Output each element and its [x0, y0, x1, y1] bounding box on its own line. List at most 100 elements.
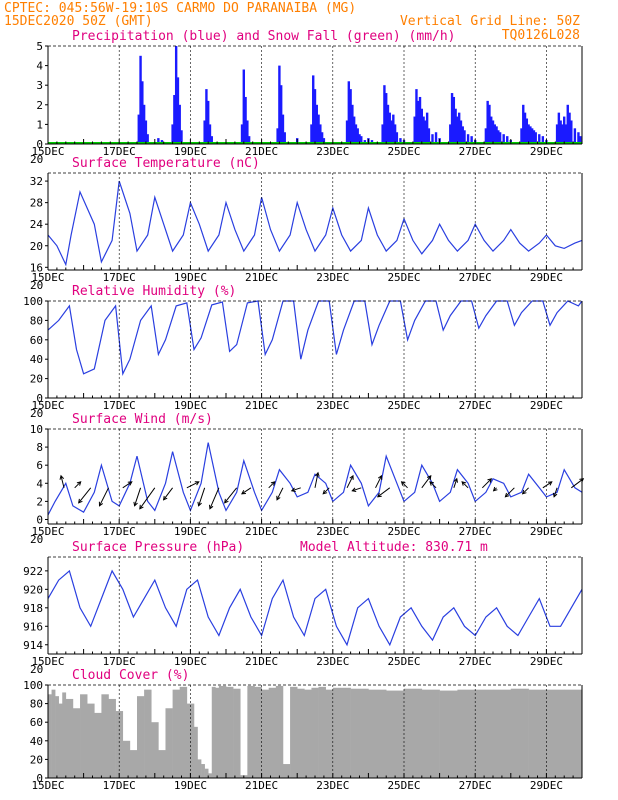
cloud-cover-bar	[546, 689, 565, 778]
wind-vector-head	[133, 501, 138, 507]
cloud-cover-bar	[72, 708, 81, 778]
cloud-cover-bar	[226, 686, 234, 778]
x-tick-year-fragment: 20	[30, 407, 43, 420]
y-tick-label: 24	[30, 218, 44, 231]
precip-bar	[466, 134, 470, 144]
precip-bar	[283, 132, 286, 144]
precip-bar	[247, 136, 251, 144]
x-tick-label: 29DEC	[530, 399, 563, 412]
precip-bar	[205, 89, 208, 144]
precip-bar	[522, 104, 525, 144]
precip-bar	[530, 128, 534, 144]
precip-bar	[393, 124, 397, 144]
precip-bar	[463, 130, 466, 144]
precip-bar	[320, 132, 324, 144]
humidity-title: Relative Humidity (%)	[72, 284, 236, 299]
y-tick-label: 918	[23, 602, 43, 615]
precip-bar	[417, 100, 420, 144]
wind-vector-head	[552, 492, 558, 498]
precip-bar	[144, 120, 148, 144]
cloud-cover-bar	[233, 688, 241, 778]
x-tick-label: 25DEC	[387, 145, 420, 158]
y-tick-label: 0	[36, 138, 43, 151]
precip-bar	[399, 138, 402, 144]
cloud-cover-bar	[204, 768, 209, 778]
wind-vector-head	[349, 474, 354, 480]
x-tick-label: 17DEC	[103, 399, 136, 412]
wind-vector-head	[127, 481, 133, 486]
wind-vector-head	[270, 481, 276, 486]
x-tick-label: 21DEC	[245, 145, 278, 158]
precip-bar	[208, 124, 212, 144]
x-tick-label: 25DEC	[387, 779, 420, 792]
wind-vector	[198, 487, 206, 506]
wind-vector	[542, 481, 553, 489]
cloud-cover-bar	[350, 688, 369, 778]
wind-vector	[122, 481, 133, 489]
cloud-cover-bar	[172, 689, 181, 778]
wind-panel: Surface Wind (m/s) 0 2 4 6 8 10 15DEC 17DEC 19DE…	[30, 412, 585, 546]
x-tick-label: 21DEC	[245, 271, 278, 284]
wind-vector-head	[194, 481, 200, 486]
x-tick-label: 19DEC	[174, 271, 207, 284]
wind-vector-head	[78, 498, 83, 504]
x-tick-label: 25DEC	[387, 399, 420, 412]
wind-vector	[375, 475, 382, 489]
cloud-cover-bar	[297, 688, 305, 778]
y-tick-label: 40	[30, 735, 43, 748]
y-tick-label: 1	[36, 118, 43, 131]
wind-vector	[571, 478, 584, 489]
x-tick-label: 27DEC	[459, 779, 492, 792]
precip-bar	[356, 128, 359, 144]
x-tick-label: 25DEC	[387, 655, 420, 668]
x-tick-label: 27DEC	[459, 399, 492, 412]
wind-vector-head	[429, 481, 435, 486]
x-tick-year-fragment: 20	[30, 279, 43, 292]
precip-bar	[493, 124, 496, 144]
x-tick-label: 17DEC	[103, 655, 136, 668]
header-line2-left: 15DEC2020 50Z (GMT)	[4, 14, 153, 29]
x-tick-label: 19DEC	[174, 145, 207, 158]
precip-bar	[390, 120, 393, 144]
precip-bar	[568, 112, 571, 144]
wind-speed-line	[47, 442, 583, 516]
x-tick-label: 17DEC	[103, 145, 136, 158]
precip-bar	[171, 124, 174, 144]
cloud-cover-bar	[201, 764, 205, 778]
precip-bar	[415, 89, 418, 144]
wind-vector-head	[209, 504, 214, 510]
wind-vector-head	[76, 481, 82, 486]
precipitation-title: Precipitation (blue) and Snow Fall (gree…	[72, 29, 456, 44]
x-tick-label: 25DEC	[387, 525, 420, 538]
precip-bar	[352, 116, 356, 144]
cloud-cover-bar	[165, 708, 173, 778]
precip-bar	[310, 124, 313, 144]
cloud-cover-bar	[144, 689, 152, 778]
precip-bar	[388, 112, 391, 144]
y-tick-label: 32	[30, 175, 43, 188]
precip-bar	[559, 120, 562, 144]
wind-vector-head	[351, 487, 357, 492]
precip-bar	[244, 96, 247, 144]
precip-bar	[381, 124, 384, 144]
wind-vector-head	[139, 504, 144, 510]
precip-bar	[279, 85, 283, 144]
cloud-cover-bar	[80, 694, 88, 778]
y-tick-label: 20	[30, 373, 43, 386]
y-tick-label: 80	[30, 698, 43, 711]
precip-bar	[139, 55, 142, 144]
precip-bar	[459, 120, 463, 144]
precip-bar	[420, 108, 423, 144]
precip-bar	[529, 126, 532, 144]
x-tick-label: 21DEC	[245, 655, 278, 668]
precip-bar	[210, 136, 213, 144]
y-tick-label: 60	[30, 334, 43, 347]
header-line3-right: TQ0126L028	[502, 28, 580, 43]
cloud-cover-bar	[325, 689, 334, 778]
wind-vector	[346, 475, 354, 489]
precip-bar	[561, 124, 564, 144]
y-tick-label: 8	[36, 441, 43, 454]
temperature-panel: Surface Temperature (nC) 16 20 24 28 32 15DEC…	[30, 156, 583, 292]
cloud-cover-bar	[62, 692, 67, 778]
x-tick-label: 23DEC	[316, 399, 349, 412]
